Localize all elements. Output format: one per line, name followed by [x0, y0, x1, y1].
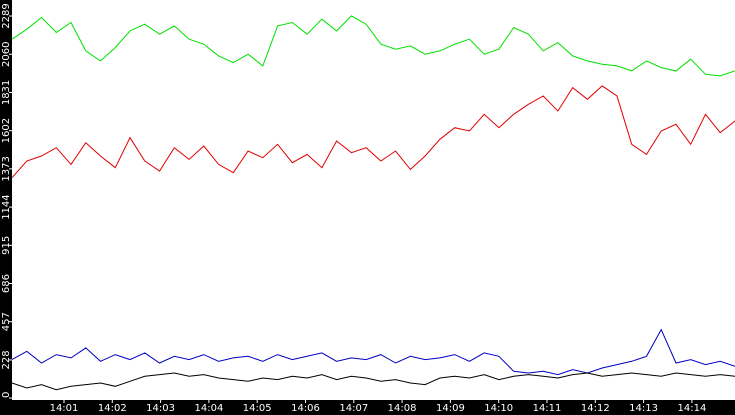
- y-tick-label: 2060: [1, 42, 12, 67]
- x-tick-label: 14:03: [146, 403, 175, 414]
- x-tick-label: 14:05: [243, 403, 272, 414]
- y-tick-label: 457: [1, 312, 12, 331]
- series-line: [11, 328, 735, 376]
- x-axis-bar: [0, 400, 735, 415]
- x-tick-label: 14:07: [339, 403, 368, 414]
- y-tick-label: 915: [1, 236, 12, 255]
- y-tick-label: 0: [1, 392, 12, 398]
- y-tick-label: 1602: [1, 118, 12, 143]
- x-tick-label: 14:11: [533, 403, 562, 414]
- x-tick-label: 14:14: [677, 403, 706, 414]
- y-tick-label: 686: [1, 274, 12, 293]
- y-tick-label: 1831: [1, 80, 12, 105]
- y-axis-bar: [0, 0, 12, 415]
- y-tick-label: 1144: [1, 194, 12, 219]
- x-tick-label: 14:08: [388, 403, 417, 414]
- series-line: [11, 85, 735, 179]
- x-tick-label: 14:06: [291, 403, 320, 414]
- x-tick-label: 14:01: [50, 403, 79, 414]
- x-tick-label: 14:12: [581, 403, 610, 414]
- y-tick-label: 1373: [1, 156, 12, 181]
- x-tick-label: 14: [734, 403, 735, 414]
- x-tick-label: 14:10: [484, 403, 513, 414]
- x-tick-label: 14:02: [98, 403, 127, 414]
- series-line: [11, 15, 735, 77]
- y-tick-label: 228: [1, 350, 12, 369]
- x-tick-label: 14:09: [436, 403, 465, 414]
- x-tick-label: 14:13: [629, 403, 658, 414]
- y-tick-label: 2289: [1, 3, 12, 28]
- x-tick-label: 14:04: [194, 403, 223, 414]
- series-line: [11, 372, 735, 391]
